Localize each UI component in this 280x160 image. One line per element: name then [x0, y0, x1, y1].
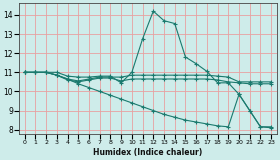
X-axis label: Humidex (Indice chaleur): Humidex (Indice chaleur) — [93, 148, 202, 156]
